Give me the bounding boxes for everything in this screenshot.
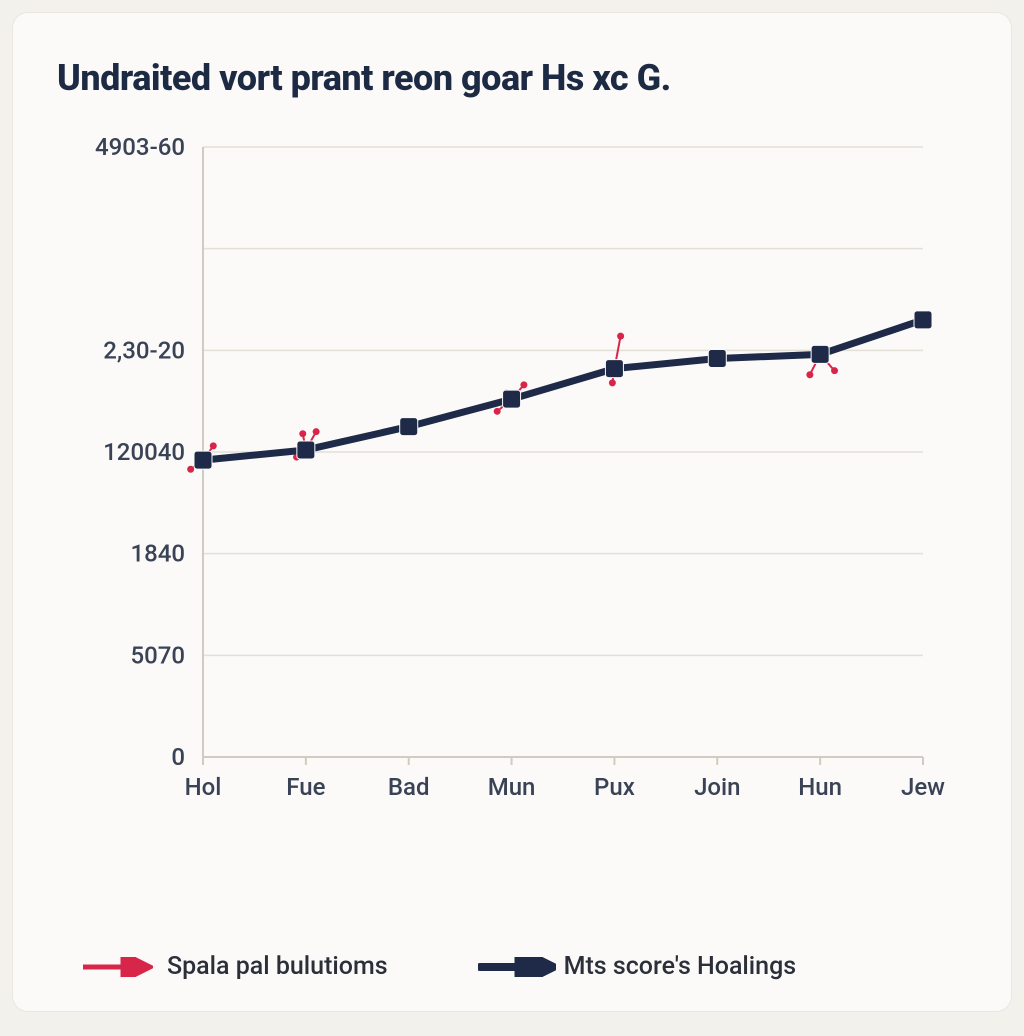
legend-label-main: Mts score's Hoalings <box>564 952 797 981</box>
svg-text:Jew: Jew <box>901 773 945 801</box>
svg-text:1840: 1840 <box>130 540 185 568</box>
svg-text:2,30-20: 2,30-20 <box>103 336 185 364</box>
legend-swatch-scatter <box>81 957 153 977</box>
svg-text:Join: Join <box>694 773 740 801</box>
svg-text:Hun: Hun <box>798 773 842 801</box>
svg-text:120040: 120040 <box>103 438 185 466</box>
svg-text:Bad: Bad <box>388 773 430 801</box>
line-chart-svg: 0 5070 1840 120040 2,30-20 4903-60 Hol Fue Bad Mu… <box>53 127 953 817</box>
legend: Spala pal bulutioms Mts score's Hoalings <box>53 952 971 981</box>
plot-area: 0 5070 1840 120040 2,30-20 4903-60 Hol Fue Bad Mu… <box>53 127 971 926</box>
svg-text:Pux: Pux <box>594 773 635 801</box>
svg-text:4903-60: 4903-60 <box>95 133 185 161</box>
svg-text:Hol: Hol <box>185 773 222 801</box>
svg-text:Mun: Mun <box>488 773 536 801</box>
legend-item-main: Mts score's Hoalings <box>478 952 797 981</box>
chart-title: Undraited vort prant reon goar Hs xc G. <box>57 57 971 99</box>
legend-item-scatter: Spala pal bulutioms <box>81 952 388 981</box>
svg-text:Fue: Fue <box>286 773 325 801</box>
svg-text:5070: 5070 <box>130 641 185 669</box>
chart-card: Undraited vort prant reon goar Hs xc G. … <box>12 12 1012 1012</box>
legend-swatch-main <box>478 957 550 977</box>
svg-text:0: 0 <box>171 743 185 771</box>
legend-label-scatter: Spala pal bulutioms <box>167 952 388 981</box>
